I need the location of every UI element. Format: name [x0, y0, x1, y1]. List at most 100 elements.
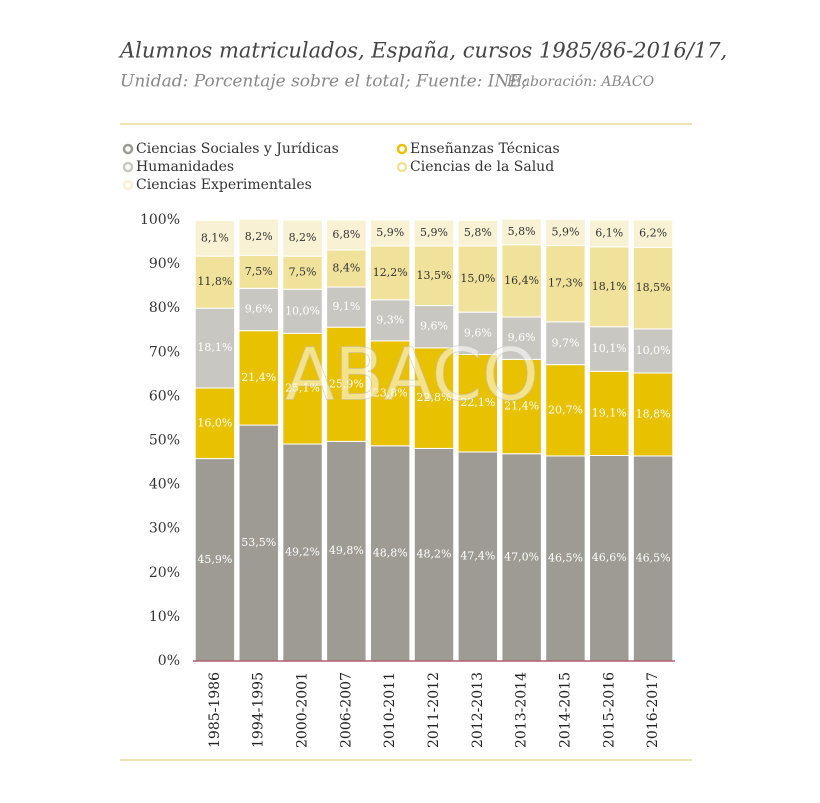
value-label: 10,1% — [592, 342, 627, 355]
bar-segment — [589, 326, 630, 372]
bar-segment — [194, 458, 236, 662]
value-label: 46,6% — [592, 551, 627, 564]
value-label: 21,4% — [504, 400, 539, 413]
value-label: 23,8% — [373, 386, 408, 399]
value-label: 8,2% — [289, 231, 317, 244]
value-label: 8,1% — [201, 231, 229, 244]
x-tick-label: 2012-2013 — [470, 672, 486, 748]
value-label: 25,9% — [329, 377, 364, 390]
x-tick-label: 2011-2012 — [426, 672, 442, 748]
bar-segment — [632, 372, 674, 457]
bar-segment — [545, 321, 586, 366]
value-label: 8,2% — [245, 230, 273, 243]
chart-subtitle: Unidad: Porcentaje sobre el total; Fuent… — [120, 72, 528, 92]
value-label: 47,0% — [504, 550, 539, 563]
y-tick-label: 80% — [149, 300, 180, 316]
value-label: 11,8% — [197, 275, 232, 288]
legend-label: Enseñanzas Técnicas — [410, 141, 560, 157]
value-label: 5,9% — [376, 226, 404, 239]
bar-segment — [632, 328, 674, 374]
legend-label: Ciencias de la Salud — [410, 159, 554, 175]
value-label: 25,1% — [285, 382, 320, 395]
bar-segment — [369, 219, 411, 247]
bar-segment — [282, 255, 323, 290]
value-label: 5,9% — [551, 226, 579, 239]
value-label: 22,8% — [417, 391, 452, 404]
value-label: 49,2% — [285, 546, 320, 559]
value-label: 9,1% — [332, 300, 360, 313]
bar-segment — [194, 307, 236, 389]
bar-segment — [282, 219, 323, 257]
legend-marker — [396, 143, 408, 155]
y-tick-label: 10% — [149, 609, 180, 625]
value-label: 18,5% — [636, 281, 671, 294]
value-label: 5,8% — [508, 225, 536, 238]
value-label: 9,6% — [420, 320, 448, 333]
source-note: Elaboración: ABACO — [506, 74, 655, 90]
legend-marker — [122, 179, 134, 191]
legend-label: Ciencias Experimentales — [136, 177, 312, 193]
x-tick-label: 2016-2017 — [645, 672, 661, 748]
value-label: 45,9% — [197, 553, 232, 566]
bar-segment — [632, 246, 674, 330]
value-label: 48,2% — [417, 548, 452, 561]
value-label: 9,7% — [551, 336, 579, 349]
y-tick-label: 20% — [149, 565, 180, 581]
value-label: 46,5% — [548, 551, 583, 564]
value-label: 48,8% — [373, 546, 408, 559]
bar-segment — [282, 443, 323, 662]
bar-segment — [369, 245, 411, 301]
bar-segment — [589, 370, 630, 456]
x-tick-label: 1994-1995 — [251, 672, 267, 748]
chart-title: Alumnos matriculados, España, cursos 198… — [118, 39, 727, 63]
x-tick-label: 2015-2016 — [601, 672, 617, 748]
value-label: 9,3% — [376, 313, 404, 326]
y-tick-label: 40% — [149, 477, 180, 493]
bar-segment — [238, 330, 279, 426]
bar-segment — [238, 218, 279, 256]
value-label: 6,8% — [332, 228, 360, 241]
bar-segment — [238, 424, 279, 662]
value-label: 7,5% — [245, 265, 273, 278]
value-label: 53,5% — [241, 536, 276, 549]
y-tick-label: 100% — [140, 212, 180, 228]
legend-marker — [396, 161, 408, 173]
y-tick-label: 90% — [149, 256, 180, 272]
value-label: 5,8% — [464, 226, 492, 239]
value-label: 9,6% — [508, 331, 536, 344]
value-label: 9,6% — [245, 303, 273, 316]
bar-segment — [501, 218, 542, 246]
y-tick-label: 70% — [149, 344, 180, 360]
bar-segment — [369, 445, 411, 662]
value-label: 6,2% — [639, 227, 667, 240]
value-label: 6,1% — [595, 226, 623, 239]
bar-segment — [369, 340, 411, 447]
x-tick-label: 2000-2001 — [295, 672, 311, 748]
value-label: 12,2% — [373, 266, 408, 279]
value-label: 47,4% — [460, 549, 495, 562]
bar-segment — [632, 219, 674, 248]
bar-segment — [413, 219, 455, 247]
y-tick-label: 50% — [149, 433, 180, 449]
x-tick-label: 2010-2011 — [382, 672, 398, 748]
value-label: 49,8% — [329, 544, 364, 557]
bar-segment — [501, 358, 542, 455]
bar-segment — [326, 219, 367, 251]
bar-segment — [589, 219, 630, 248]
legend-marker — [122, 143, 134, 155]
value-label: 18,8% — [636, 407, 671, 420]
x-tick-label: 1985-1986 — [207, 672, 223, 748]
legend-marker — [122, 161, 134, 173]
value-label: 9,6% — [464, 326, 492, 339]
bar-segment — [194, 255, 236, 309]
bar-segment — [632, 455, 674, 662]
value-label: 16,4% — [504, 274, 539, 287]
bar-segment — [501, 453, 542, 662]
value-label: 8,4% — [332, 262, 360, 275]
bar-segment — [457, 219, 499, 247]
value-label: 22,1% — [460, 396, 495, 409]
bar-segment — [238, 254, 279, 289]
x-tick-label: 2013-2014 — [514, 672, 530, 748]
bar-segment — [326, 249, 367, 288]
